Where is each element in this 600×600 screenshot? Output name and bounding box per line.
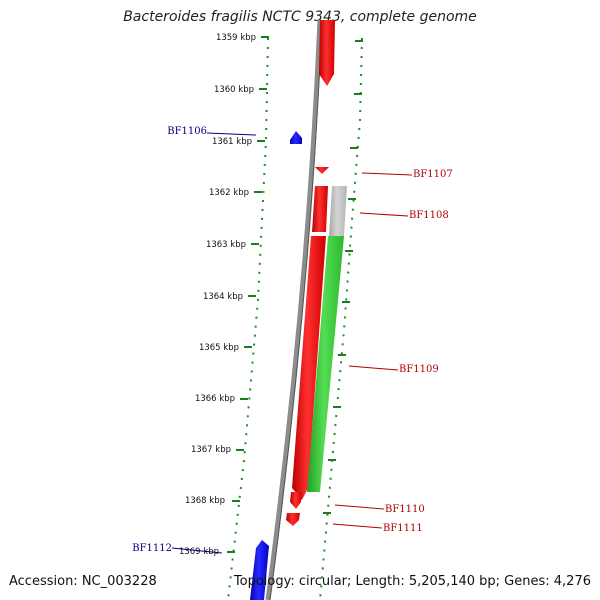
tick-label: 1361 kbp [212,137,252,147]
tick-label: 1362 kbp [209,188,249,198]
gene-arrow-reverse[interactable] [290,131,302,144]
tick-label: 1365 kbp [199,343,239,353]
gene-label-bf1111: BF1111 [383,523,423,534]
gene-arrow-forward[interactable] [319,20,335,86]
gene-arrow-forward[interactable] [312,186,328,232]
gc-ticks-right [323,40,363,514]
tick-label: 1364 kbp [203,292,243,302]
tick-labels: 1359 kbp 1360 kbp 1361 kbp 1362 kbp 1363… [179,33,256,557]
gene-arrow-forward[interactable] [286,513,300,526]
gene-label-bf1109: BF1109 [399,364,439,375]
tick-marks [227,36,269,553]
gene-arrow-forward[interactable] [290,492,302,509]
tick-label: 1363 kbp [206,240,246,250]
gene-label-bf1107: BF1107 [413,169,453,180]
accession-text: Accession: NC_003228 [9,574,157,589]
tick-label: 1369 kbp [179,547,219,557]
gene-arrow-forward[interactable] [315,167,329,174]
topology-text: Topology: circular; Length: 5,205,140 bp… [233,574,591,589]
tick-label: 1360 kbp [214,85,254,95]
gene-label-bf1110: BF1110 [385,504,425,515]
genome-backbone [265,19,323,600]
tick-label: 1366 kbp [195,394,235,404]
tick-label: 1368 kbp [185,496,225,506]
gene-label-bf1106: BF1106 [167,126,207,137]
gene-label-bf1108: BF1108 [409,210,449,221]
gene-arrow-reverse[interactable] [250,540,269,600]
gc-track-left [227,37,269,600]
gene-labels: BF1106 BF1107 BF1108 BF1109 BF1110 BF111… [132,126,453,554]
gene-arrow-forward[interactable] [292,236,326,500]
leader-lines [171,132,413,554]
gene-label-bf1112: BF1112 [132,543,172,554]
cds-block-green[interactable] [307,236,344,492]
tick-label: 1359 kbp [216,33,256,43]
cds-block-grey[interactable] [329,186,347,236]
map-title: Bacteroides fragilis NCTC 9343, complete… [123,9,477,25]
tick-label: 1367 kbp [191,445,231,455]
